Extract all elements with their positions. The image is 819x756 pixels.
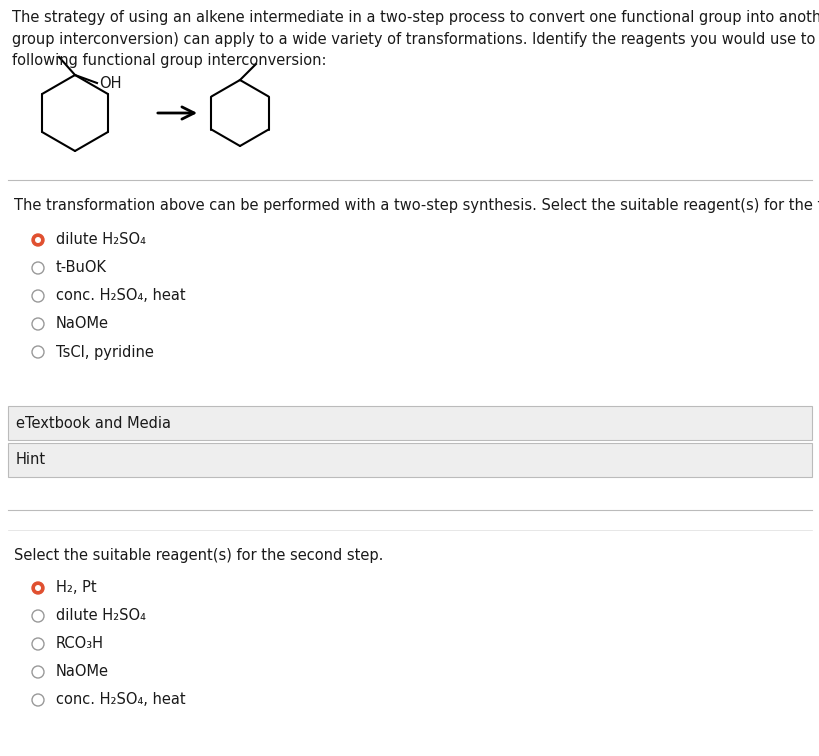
Text: dilute H₂SO₄: dilute H₂SO₄ [56, 233, 146, 247]
Text: H₂, Pt: H₂, Pt [56, 581, 97, 596]
FancyBboxPatch shape [8, 406, 811, 440]
FancyBboxPatch shape [8, 443, 811, 477]
Text: The strategy of using an alkene intermediate in a two-step process to convert on: The strategy of using an alkene intermed… [12, 10, 819, 68]
Circle shape [32, 610, 44, 622]
Text: t-BuOK: t-BuOK [56, 261, 106, 275]
Text: eTextbook and Media: eTextbook and Media [16, 416, 171, 430]
Circle shape [32, 694, 44, 706]
Text: RCO₃H: RCO₃H [56, 637, 104, 652]
Text: NaOMe: NaOMe [56, 665, 109, 680]
Text: Hint: Hint [16, 453, 46, 467]
Text: NaOMe: NaOMe [56, 317, 109, 331]
Circle shape [32, 666, 44, 678]
Circle shape [32, 582, 44, 594]
Text: conc. H₂SO₄, heat: conc. H₂SO₄, heat [56, 289, 185, 303]
Text: conc. H₂SO₄, heat: conc. H₂SO₄, heat [56, 692, 185, 708]
Circle shape [32, 262, 44, 274]
Text: The transformation above can be performed with a two-step synthesis. Select the : The transformation above can be performe… [14, 198, 819, 213]
Text: dilute H₂SO₄: dilute H₂SO₄ [56, 609, 146, 624]
Text: TsCl, pyridine: TsCl, pyridine [56, 345, 154, 360]
Circle shape [32, 290, 44, 302]
Circle shape [32, 234, 44, 246]
Circle shape [32, 346, 44, 358]
Circle shape [32, 638, 44, 650]
Circle shape [36, 586, 40, 590]
Text: OH: OH [99, 76, 121, 91]
Circle shape [32, 318, 44, 330]
Circle shape [36, 237, 40, 242]
Text: Select the suitable reagent(s) for the second step.: Select the suitable reagent(s) for the s… [14, 548, 383, 563]
